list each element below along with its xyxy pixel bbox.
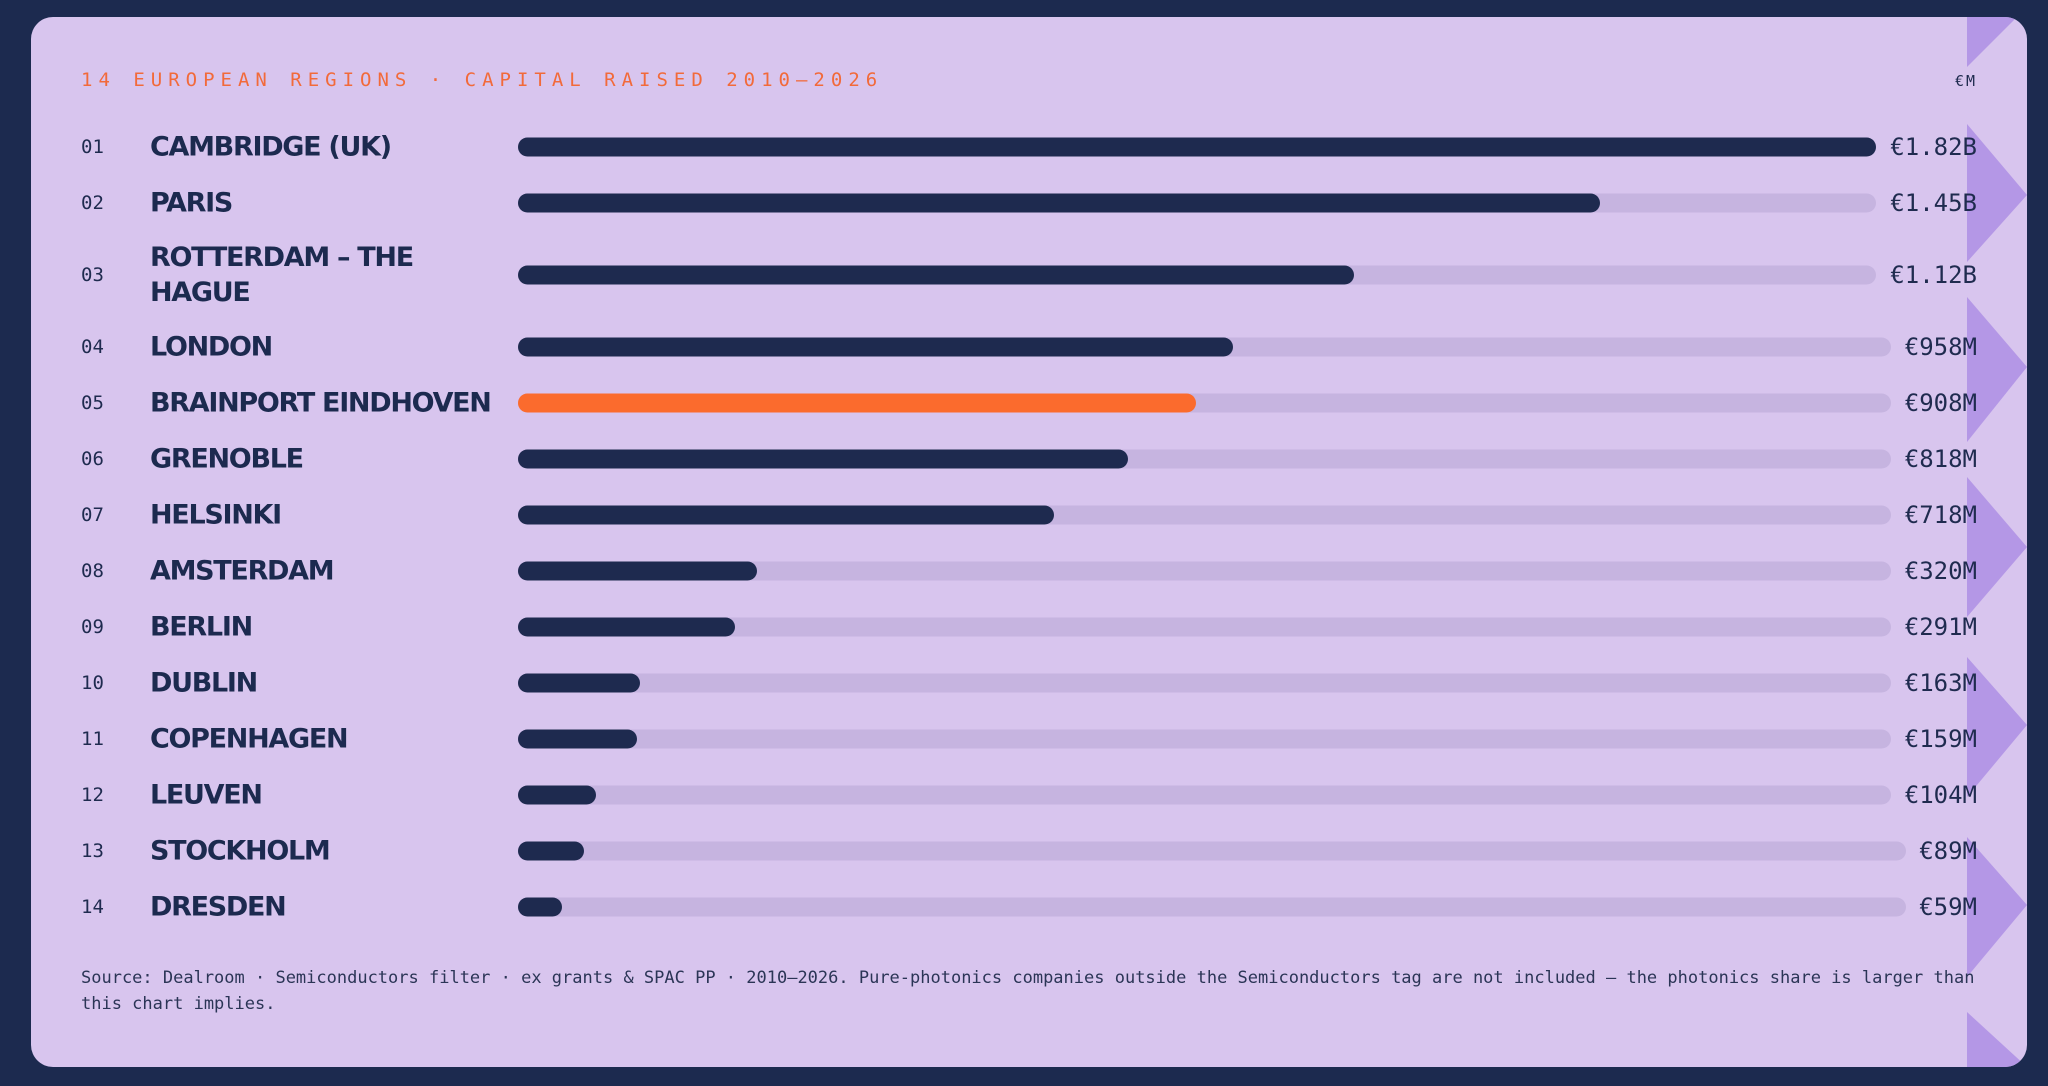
bar-track [518, 785, 1891, 805]
region-label: Leuven [150, 779, 263, 811]
value-label: €163M [1904, 669, 1977, 697]
value-label: €818M [1904, 445, 1977, 473]
region-label: London [150, 331, 273, 363]
bar-track [518, 137, 1876, 157]
value-label: €908M [1904, 389, 1977, 417]
rank-label: 11 [81, 728, 104, 750]
bar-track [518, 393, 1891, 413]
bar-track [518, 729, 1891, 749]
unit-label: €M [1954, 72, 1977, 90]
bar [518, 729, 637, 749]
rank-label: 13 [81, 840, 104, 862]
bar [518, 785, 596, 805]
chart-card: 14 EUROPEAN REGIONS · CAPITAL RAISED 201… [31, 17, 2027, 1067]
value-label: €89M [1919, 837, 1977, 865]
bar [518, 505, 1054, 525]
region-label: Cambridge (UK) [150, 131, 392, 163]
bar [518, 265, 1354, 285]
bar [518, 897, 563, 917]
value-label: €59M [1919, 893, 1977, 921]
rank-label: 10 [81, 672, 104, 694]
rank-label: 02 [81, 192, 104, 214]
rank-label: 01 [81, 136, 104, 158]
region-label: Rotterdam – The Hague [150, 242, 414, 308]
bar-track [518, 265, 1876, 285]
bar [518, 673, 640, 693]
rank-label: 03 [81, 264, 104, 286]
value-label: €104M [1904, 781, 1977, 809]
rank-label: 05 [81, 392, 104, 414]
source-note: Source: Dealroom · Semiconductors filter… [81, 968, 1975, 1014]
bar-track [518, 505, 1891, 525]
value-label: €1.12B [1890, 261, 1977, 289]
bar-track [518, 897, 1906, 917]
region-label: Dresden [150, 891, 287, 923]
bar-track [518, 337, 1891, 357]
rank-label: 09 [81, 616, 104, 638]
value-label: €159M [1904, 725, 1977, 753]
region-label: Dublin [150, 667, 258, 699]
value-label: €320M [1904, 557, 1977, 585]
rank-label: 08 [81, 560, 104, 582]
region-label: Copenhagen [150, 723, 349, 755]
bar-track [518, 673, 1891, 693]
bar-rows: 01 Cambridge (UK) €1.82B 02 Paris €1.45B 03 Rot… [31, 17, 2027, 1067]
bar [518, 449, 1129, 469]
bar [518, 561, 757, 581]
bar-highlighted [518, 393, 1196, 413]
bar-track [518, 617, 1891, 637]
bar [518, 193, 1600, 213]
bar [518, 137, 1876, 157]
rank-label: 06 [81, 448, 104, 470]
region-label: Stockholm [150, 835, 331, 867]
value-label: €958M [1904, 333, 1977, 361]
region-label: Berlin [150, 611, 253, 643]
rank-label: 12 [81, 784, 104, 806]
region-label: Grenoble [150, 443, 304, 475]
rank-label: 07 [81, 504, 104, 526]
region-label: Paris [150, 187, 233, 219]
bar-track [518, 449, 1891, 469]
region-label: Helsinki [150, 499, 282, 531]
bar [518, 841, 585, 861]
region-label: Brainport Eindhoven [150, 387, 492, 419]
bar [518, 337, 1233, 357]
bar-track [518, 841, 1906, 861]
bar [518, 617, 736, 637]
rank-label: 14 [81, 896, 104, 918]
value-label: €1.45B [1890, 189, 1977, 217]
bar-track [518, 561, 1891, 581]
value-label: €718M [1904, 501, 1977, 529]
region-label: Amsterdam [150, 555, 335, 587]
chart-eyebrow-title: 14 EUROPEAN REGIONS · CAPITAL RAISED 201… [81, 69, 884, 91]
rank-label: 04 [81, 336, 104, 358]
bar-track [518, 193, 1876, 213]
value-label: €1.82B [1890, 133, 1977, 161]
value-label: €291M [1904, 613, 1977, 641]
